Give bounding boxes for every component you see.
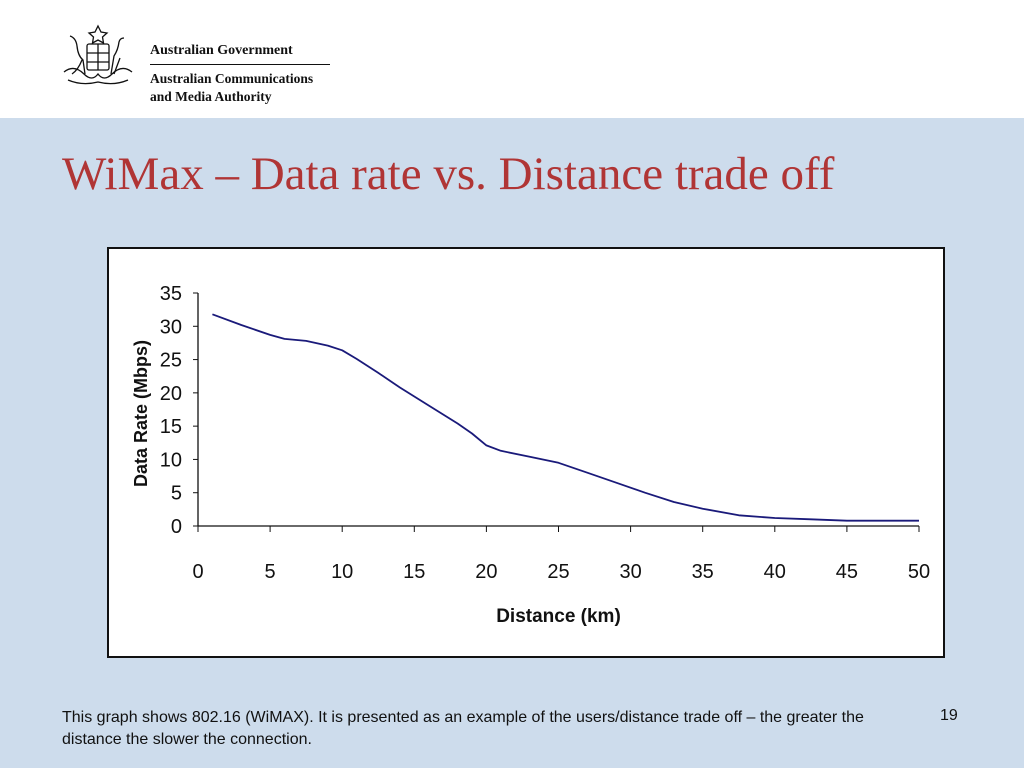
y-tick-label: 15 (160, 416, 182, 438)
x-tick-label: 25 (547, 561, 569, 583)
x-tick-label: 45 (836, 561, 858, 583)
line-chart: 0 5 10 15 20 25 30 35 0 5 10 15 20 25 30 35 40 45 50 Distan… (131, 283, 930, 627)
x-tick-label: 35 (692, 561, 714, 583)
series-line (212, 313, 919, 522)
x-tick-label: 15 (403, 561, 425, 583)
y-tick-label: 20 (160, 383, 182, 405)
x-tick-label: 30 (619, 561, 641, 583)
x-tick-label: 10 (331, 561, 353, 583)
x-tick-label: 0 (192, 561, 203, 583)
x-tick-label: 50 (908, 561, 930, 583)
agency-name: Australian Communications and Media Auth… (150, 70, 350, 106)
x-tick-label: 5 (265, 561, 276, 583)
y-tick-label: 5 (171, 483, 182, 505)
agency-name-line1: Australian Communications (150, 71, 314, 86)
y-tick-label: 35 (160, 283, 182, 305)
chart-frame: 0 5 10 15 20 25 30 35 0 5 10 15 20 25 30 35 40 45 50 Distan… (107, 247, 945, 658)
x-tick-label: 20 (475, 561, 497, 583)
government-name: Australian Government (150, 43, 330, 65)
slide-header: Australian Government Australian Communi… (0, 0, 1024, 118)
slide-caption: This graph shows 802.16 (WiMAX). It is p… (62, 709, 864, 748)
y-tick-label: 0 (171, 516, 182, 538)
page-number: 19 (940, 707, 958, 724)
coat-of-arms-icon (63, 24, 133, 85)
y-axis-label: Data Rate (Mbps) (131, 340, 151, 487)
y-tick-label: 10 (160, 449, 182, 471)
slide-title: WiMax – Data rate vs. Distance trade off (62, 148, 835, 200)
agency-name-line2: and Media Authority (150, 89, 272, 104)
x-tick-label: 40 (764, 561, 786, 583)
y-tick-label: 30 (160, 316, 182, 338)
x-axis-label: Distance (km) (496, 606, 621, 627)
y-tick-label: 25 (160, 350, 182, 372)
